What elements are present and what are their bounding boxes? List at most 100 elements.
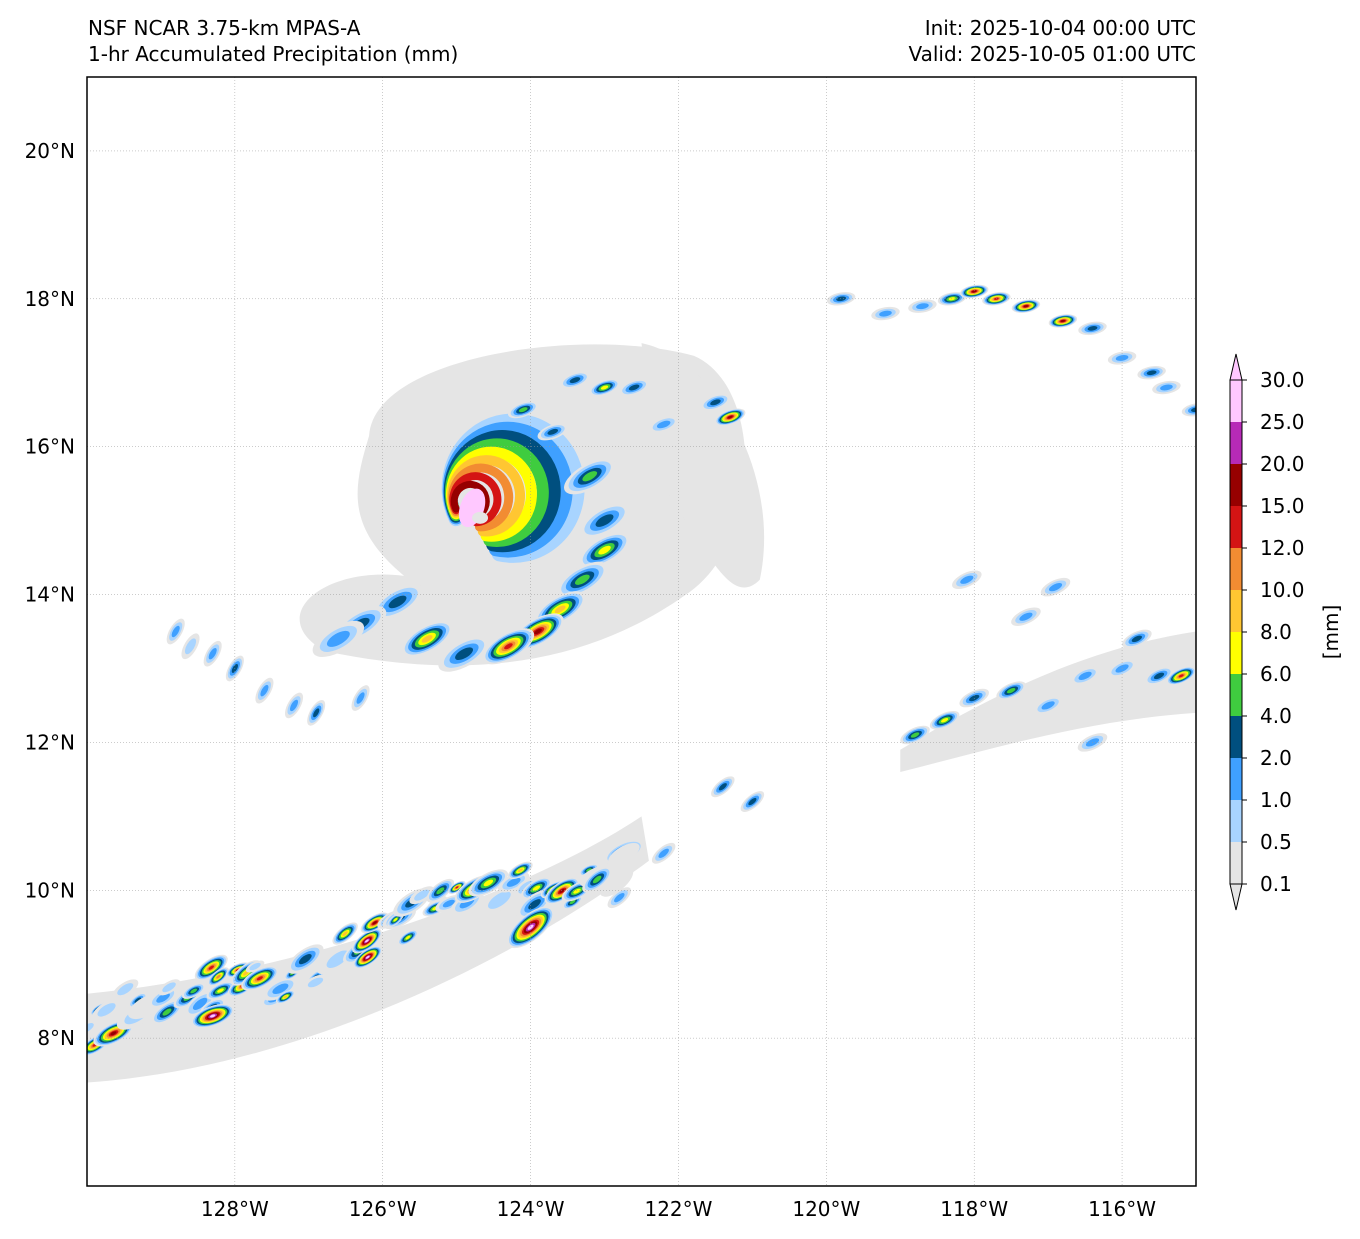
lat-tick-label: 16°N [25, 435, 75, 459]
itcz-cell [342, 931, 348, 936]
axes: 128°W 126°W 124°W 122°W 120°W 118°W 116°W 8°N 10… [25, 139, 1157, 1221]
itcz-cell [162, 1008, 172, 1016]
north-band-cell [727, 415, 733, 419]
itcz-cell [393, 918, 398, 922]
mid-cell [718, 783, 727, 791]
itcz-cell [117, 983, 134, 996]
lat-tick-label: 10°N [25, 878, 75, 902]
itcz-cell [326, 950, 349, 969]
itcz-cell [506, 877, 521, 887]
colorbar-unit-label: [mm] [1319, 605, 1343, 660]
valid-time: Valid: 2025-10-05 01:00 UTC [908, 42, 1196, 66]
itcz-cell [517, 868, 523, 873]
itcz-cell [208, 965, 215, 970]
outer-band-cell [289, 699, 299, 712]
itcz-cell [528, 899, 541, 910]
rainband-cell [388, 595, 407, 609]
itcz-max-cell [527, 924, 534, 930]
colorbar: 0.1 0.5 1.0 2.0 4.0 6.0 8.0 10.0 12.0 15.0 20.0 25.… [1229, 353, 1343, 911]
east-band-cell [1078, 671, 1092, 680]
itcz-cell [599, 867, 634, 897]
rainband-cell [455, 647, 474, 660]
east-band-cell [1006, 687, 1016, 694]
itcz-cell [455, 886, 459, 889]
colorbar-tick-label: 2.0 [1260, 746, 1292, 770]
itcz-cell [532, 885, 541, 891]
colorbar-segment [1230, 800, 1242, 842]
east-band-cell [1131, 635, 1143, 643]
colorbar-segment [1230, 380, 1242, 422]
lon-tick-label: 124°W [497, 1197, 565, 1221]
colorbar-extend-min [1229, 883, 1243, 911]
itcz-cell [365, 939, 369, 943]
ne-band-cell [1023, 305, 1029, 308]
model-title: NSF NCAR 3.75-km MPAS-A [88, 16, 361, 40]
rainband-cell [582, 471, 598, 482]
east-band-cell [960, 575, 974, 584]
lat-tick-label: 14°N [25, 583, 75, 607]
ne-band-cell [1060, 319, 1066, 322]
itcz-cell [483, 879, 494, 887]
colorbar-segment [1230, 674, 1242, 716]
lon-tick-label: 128°W [201, 1197, 269, 1221]
itcz-cell [283, 995, 288, 999]
ne-band-cell [836, 296, 847, 302]
itcz-cell [559, 888, 565, 893]
outer-band-cell [356, 692, 365, 704]
rainband-cell [326, 630, 350, 647]
lon-tick-label: 118°W [940, 1197, 1008, 1221]
lon-tick-label: 126°W [349, 1197, 417, 1221]
north-band-cell [518, 407, 528, 413]
colorbar-segment [1230, 548, 1242, 590]
rainband-cell [598, 545, 611, 555]
itcz-cell [134, 997, 142, 1004]
mid-cell [658, 848, 669, 858]
colorbar-segment [1230, 464, 1242, 506]
outer-band-cell [184, 638, 197, 655]
colorbar-tick-label: 30.0 [1260, 368, 1305, 392]
itcz-cell [608, 842, 640, 866]
colorbar-segment [1230, 632, 1242, 674]
lon-tick-label: 116°W [1088, 1197, 1156, 1221]
north-band-cell [569, 377, 581, 384]
ne-band-cell [916, 303, 929, 310]
itcz-cell [586, 868, 592, 872]
rainband-cell [421, 635, 433, 643]
east-band-cell [1041, 701, 1055, 710]
north-band-cell [547, 428, 559, 435]
east-band-cell [1178, 674, 1184, 678]
outer-band-cell [313, 708, 320, 718]
ne-band-cell [1115, 354, 1129, 361]
itcz-cell [569, 899, 576, 905]
east-band-cell [910, 732, 920, 738]
rainband-cell [504, 643, 513, 650]
field-title: 1-hr Accumulated Precipitation (mm) [88, 42, 459, 66]
colorbar-segment [1230, 422, 1242, 464]
itcz-cell [405, 935, 411, 940]
ne-band-cell [948, 297, 956, 301]
lat-tick-label: 20°N [25, 139, 75, 163]
itcz-cell [272, 983, 289, 995]
colorbar-segment [1230, 716, 1242, 758]
colorbar-tick-label: 10.0 [1260, 578, 1305, 602]
itcz-cell [190, 988, 198, 994]
north-band-cell [710, 399, 721, 406]
eye [472, 511, 489, 524]
colorbar-tick-label: 25.0 [1260, 410, 1305, 434]
colorbar-tick-label: 4.0 [1260, 704, 1292, 728]
rainband-cell [534, 628, 542, 635]
east-band-cell [1048, 583, 1063, 592]
mid-cell [614, 893, 625, 903]
precip-layer [87, 284, 1196, 1083]
itcz-cell [156, 992, 170, 1003]
itcz-cell [298, 953, 312, 965]
lat-tick-label: 18°N [25, 287, 75, 311]
itcz-cell [192, 997, 208, 1010]
ne-band-cell [972, 290, 977, 293]
itcz-max-cell [209, 1014, 216, 1018]
outer-band-cell [171, 625, 180, 638]
itcz-cell [365, 955, 370, 959]
colorbar-tick-label: 8.0 [1260, 620, 1292, 644]
trailing-shield [641, 343, 765, 588]
east-band-cell [941, 717, 949, 723]
